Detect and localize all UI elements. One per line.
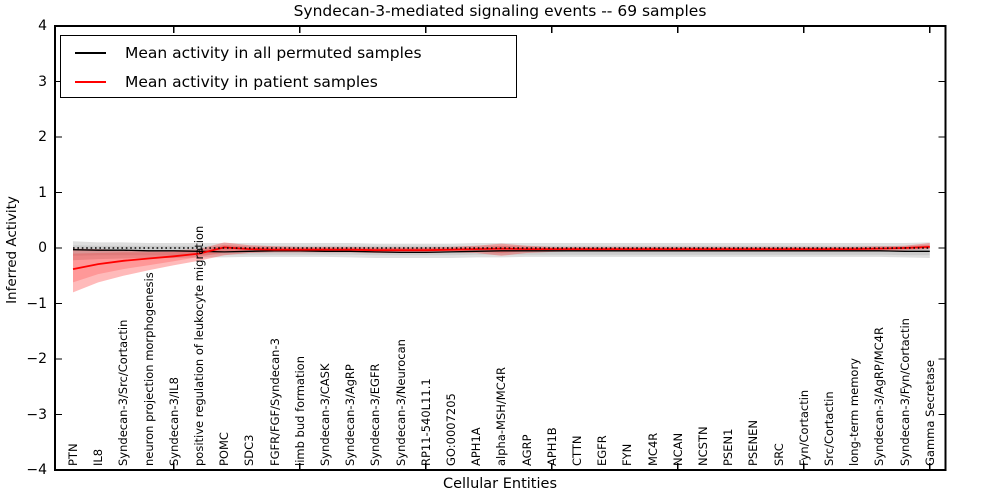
x-category-label: GO:0007205	[444, 393, 458, 466]
x-category-label: Gamma Secretase	[922, 360, 937, 466]
x-category-label: long-term memory	[847, 358, 862, 466]
legend-entry-permuted: Mean activity in all permuted samples	[61, 39, 516, 67]
x-category-label: Src/Cortactin	[822, 391, 836, 466]
x-category-label: limb bud formation	[292, 356, 307, 466]
y-tick-label: 1	[38, 184, 47, 201]
x-category-label: MC4R	[645, 432, 660, 466]
legend: Mean activity in all permuted samples Me…	[60, 35, 517, 98]
x-category-label: Syndecan-3/EGFR	[368, 363, 383, 466]
legend-line-permuted-icon	[75, 52, 106, 54]
chart-title: Syndecan-3-mediated signaling events -- …	[293, 2, 707, 20]
y-tick-label: 3	[38, 73, 47, 90]
x-category-label: FYN	[620, 443, 635, 466]
x-category-label: PSENEN	[746, 420, 761, 466]
x-category-label: NCAN	[670, 432, 685, 466]
y-tick-label: −3	[26, 406, 47, 423]
legend-label-patient: Mean activity in patient samples	[125, 73, 378, 91]
x-category-label: IL8	[91, 448, 106, 466]
x-axis-label: Cellular Entities	[442, 476, 558, 492]
permuted-mean-line	[72, 249, 930, 254]
x-category-label: APH1A	[469, 427, 484, 466]
x-category-label: Fyn/Cortactin	[796, 389, 811, 466]
y-tick-label: 0	[38, 240, 47, 256]
legend-label-permuted: Mean activity in all permuted samples	[125, 44, 422, 62]
y-tick-label: −2	[26, 351, 47, 367]
legend-line-patient-icon	[75, 81, 106, 83]
x-category-label: positive regulation of leukocyte migrati…	[192, 225, 206, 466]
x-category-label: Syndecan-3/Neurocan	[393, 339, 408, 466]
x-category-label: neuron projection morphogenesis	[141, 272, 156, 466]
x-category-label: PSEN1	[721, 428, 736, 466]
y-tick-label: 2	[38, 129, 47, 145]
y-tick-label: −1	[26, 295, 47, 312]
x-category-label: alpha-MSH/MC4R	[494, 366, 509, 466]
x-category-label: Syndecan-3/AgRP	[343, 364, 358, 466]
x-category-label: SRC	[771, 443, 786, 466]
x-category-label: Syndecan-3/Fyn/Cortactin	[897, 318, 912, 466]
x-category-label: APH1B	[544, 427, 559, 466]
x-category-label: Syndecan-3/Src/Cortactin	[116, 319, 131, 466]
x-category-label: CTTN	[570, 435, 584, 466]
x-category-label: FGFR/FGF/Syndecan-3	[267, 338, 282, 466]
x-category-label: EGFR	[595, 435, 610, 466]
x-category-label: RP11-540L11.1	[418, 378, 433, 466]
x-category-label: Syndecan-3/IL8	[166, 377, 181, 466]
x-category-label: AGRP	[519, 434, 534, 466]
x-category-label: PTN	[66, 443, 80, 466]
y-tick-label: 4	[38, 18, 47, 34]
x-category-label: Syndecan-3/CASK	[318, 363, 332, 466]
legend-entry-patient: Mean activity in patient samples	[61, 68, 516, 96]
x-category-label: NCSTN	[696, 426, 710, 466]
x-category-label: Syndecan-3/AgRP/MC4R	[872, 327, 887, 466]
x-category-label: SDC3	[242, 434, 257, 466]
x-category-label: POMC	[217, 432, 232, 466]
y-tick-label: −4	[26, 462, 47, 478]
